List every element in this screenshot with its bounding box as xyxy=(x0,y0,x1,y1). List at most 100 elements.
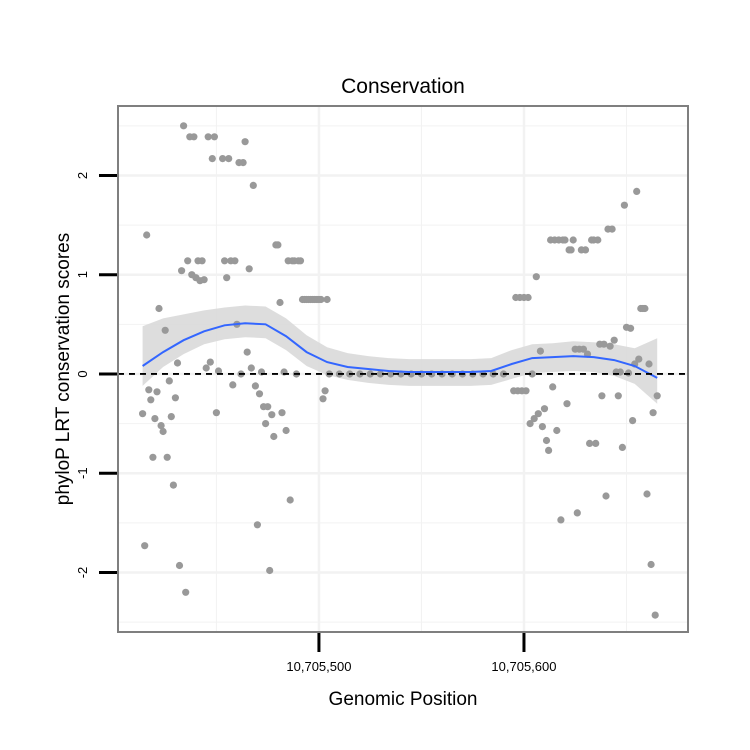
data-point xyxy=(598,392,606,400)
data-point xyxy=(618,443,627,451)
y-axis-title: phyloP LRT conservation scores xyxy=(53,233,74,506)
data-point xyxy=(229,381,237,389)
data-point xyxy=(651,611,659,619)
data-point xyxy=(561,236,569,244)
data-point xyxy=(167,413,175,421)
data-point xyxy=(643,490,651,498)
data-point xyxy=(262,420,270,428)
data-point xyxy=(524,293,532,302)
data-point xyxy=(175,561,184,570)
data-point xyxy=(278,409,286,417)
data-point xyxy=(182,588,190,596)
data-point xyxy=(573,509,581,517)
x-tick-label: 10,705,600 xyxy=(491,659,556,674)
confidence-ribbon-group xyxy=(142,305,658,404)
data-point xyxy=(165,377,173,385)
data-point xyxy=(627,324,635,332)
data-point xyxy=(276,298,284,307)
data-point xyxy=(317,295,325,304)
data-point xyxy=(633,187,641,195)
data-point xyxy=(243,348,251,356)
data-point xyxy=(522,387,530,395)
data-point xyxy=(545,446,553,454)
data-point xyxy=(221,257,229,265)
chart-title: Conservation xyxy=(341,75,465,98)
data-point xyxy=(274,241,282,249)
data-point xyxy=(376,370,384,378)
data-point xyxy=(231,257,239,265)
data-point xyxy=(592,439,600,447)
data-point xyxy=(319,395,327,403)
data-point xyxy=(286,496,294,504)
data-point xyxy=(163,453,171,461)
data-point xyxy=(141,542,149,550)
data-point xyxy=(239,159,247,167)
y-axis: -2 -1 0 1 2 xyxy=(75,172,117,578)
data-point xyxy=(569,236,577,244)
data-point xyxy=(161,326,169,334)
data-point xyxy=(251,382,259,390)
data-point xyxy=(139,410,147,418)
data-point xyxy=(296,257,305,265)
data-point xyxy=(540,405,549,413)
data-point xyxy=(212,409,220,417)
data-point xyxy=(143,231,151,239)
data-point xyxy=(184,257,192,265)
x-tick-label: 10,705,500 xyxy=(286,659,351,674)
data-point xyxy=(210,133,218,141)
data-point xyxy=(225,155,233,163)
data-point xyxy=(530,415,538,423)
y-tick-label: 0 xyxy=(75,370,90,377)
y-tick-label: -2 xyxy=(75,567,90,579)
confidence-ribbon xyxy=(142,305,658,404)
y-tick-label: -1 xyxy=(75,467,90,479)
data-point xyxy=(268,411,276,419)
smooth-line xyxy=(142,322,658,379)
data-point xyxy=(387,370,395,378)
data-point xyxy=(255,390,264,398)
data-point xyxy=(641,304,649,313)
data-point xyxy=(321,387,329,395)
data-point xyxy=(526,420,534,428)
data-point xyxy=(206,358,214,366)
data-point xyxy=(149,453,157,461)
data-point xyxy=(557,516,565,524)
data-point xyxy=(204,133,212,141)
data-point xyxy=(264,403,272,411)
smooth-line-group xyxy=(142,322,658,379)
data-point xyxy=(608,225,616,233)
data-point xyxy=(178,267,186,275)
data-point xyxy=(602,492,610,500)
data-point xyxy=(159,427,167,436)
data-point xyxy=(208,155,216,163)
data-point xyxy=(536,347,545,355)
data-point xyxy=(169,481,177,489)
data-point xyxy=(270,432,278,441)
data-point xyxy=(190,133,198,141)
data-point xyxy=(567,246,575,254)
data-point xyxy=(600,340,608,348)
data-point xyxy=(538,423,547,431)
data-point xyxy=(614,392,622,400)
data-point xyxy=(647,560,655,569)
data-point xyxy=(202,364,210,372)
data-point xyxy=(620,201,629,209)
data-point xyxy=(223,274,231,282)
data-point xyxy=(549,383,557,391)
data-point xyxy=(171,394,179,402)
data-point xyxy=(249,181,257,189)
data-point xyxy=(155,304,163,313)
data-points xyxy=(139,122,661,619)
data-point xyxy=(241,138,249,146)
data-point xyxy=(253,521,261,529)
data-point xyxy=(366,370,374,378)
y-tick-label: 2 xyxy=(75,172,90,179)
data-point xyxy=(151,415,159,423)
data-point xyxy=(635,355,643,363)
data-point xyxy=(581,246,590,254)
data-point xyxy=(157,422,165,430)
data-point xyxy=(553,426,561,435)
data-point xyxy=(282,426,290,435)
data-point xyxy=(594,236,602,244)
